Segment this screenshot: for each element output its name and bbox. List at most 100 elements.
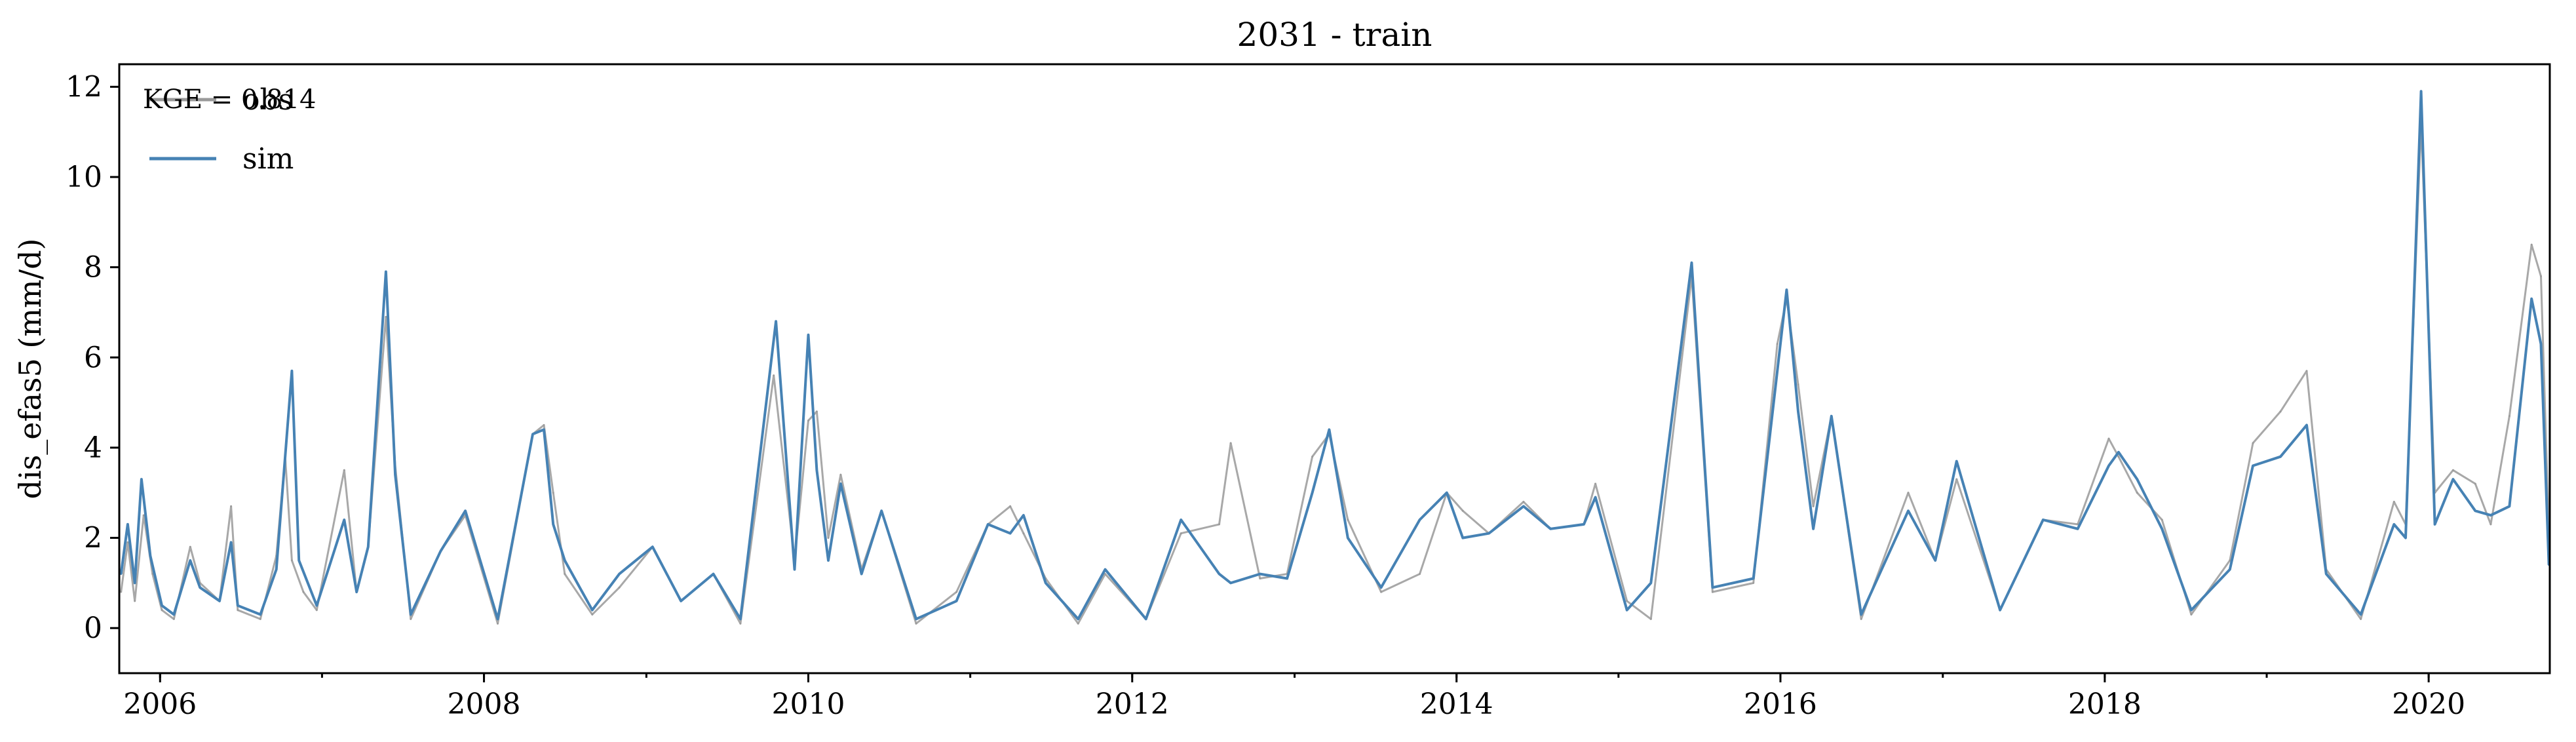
- obs-point: [2136, 492, 2138, 494]
- sim-point: [1522, 505, 1525, 507]
- sim-point: [120, 573, 123, 576]
- sim-point: [2508, 505, 2510, 507]
- obs-point: [839, 473, 842, 476]
- sim-point: [439, 550, 442, 553]
- obs-point: [955, 591, 958, 593]
- sim-point: [1077, 617, 1079, 620]
- obs-point: [126, 541, 129, 543]
- sim-point: [1045, 581, 1047, 584]
- sim-point: [2279, 456, 2282, 458]
- obs-point: [2229, 559, 2231, 562]
- sim-point: [1488, 532, 1490, 535]
- sim-point: [618, 573, 621, 576]
- x-tick-label: 2010: [772, 688, 845, 721]
- sim-point: [2305, 424, 2308, 426]
- sim-point: [1380, 586, 1383, 589]
- obs-point: [315, 609, 318, 612]
- sim-point: [1860, 614, 1862, 615]
- sim-point: [126, 523, 129, 526]
- sim-point: [1626, 609, 1628, 612]
- sim-point: [543, 428, 545, 431]
- x-axis: 2006 2008 2010 2012 2014 2016 2018 2020: [123, 673, 2465, 721]
- obs-point: [1104, 573, 1106, 576]
- sim-point: [172, 614, 175, 615]
- obs-point: [2530, 243, 2533, 246]
- obs-point: [302, 591, 305, 593]
- sim-point: [1934, 559, 1936, 562]
- sim-point: [2136, 478, 2138, 480]
- sim-point: [591, 609, 594, 612]
- y-tick-label: 6: [84, 341, 102, 374]
- sim-point: [1999, 609, 2001, 612]
- sim-point: [1180, 518, 1182, 521]
- y-tick-label: 0: [84, 612, 102, 645]
- obs-point: [1626, 600, 1628, 602]
- obs-point: [773, 374, 775, 377]
- obs-point: [815, 410, 818, 413]
- sim-point: [343, 518, 345, 521]
- obs-point: [2190, 614, 2193, 615]
- sim-point: [2042, 518, 2045, 521]
- sim-point: [1347, 537, 1349, 539]
- sim-point: [2393, 523, 2395, 526]
- y-tick-label: 2: [84, 522, 102, 555]
- obs-point: [2393, 501, 2395, 503]
- x-tick-label: 2012: [1096, 688, 1169, 721]
- sim-point: [1259, 573, 1261, 576]
- sim-point: [275, 568, 278, 571]
- sim-point: [1907, 509, 1910, 512]
- sim-point: [807, 334, 809, 336]
- obs-point: [2252, 442, 2254, 444]
- sim-point: [385, 271, 387, 273]
- plot-area: [119, 90, 2550, 625]
- obs-point: [134, 600, 136, 602]
- sim-point: [2252, 465, 2254, 467]
- obs-point: [1347, 518, 1349, 521]
- sim-point: [860, 573, 863, 576]
- sim-point: [775, 320, 777, 322]
- sim-point: [839, 482, 842, 485]
- sim-point: [1830, 415, 1833, 418]
- obs-point: [1218, 523, 1220, 526]
- obs-point: [618, 586, 621, 589]
- obs-point: [552, 492, 554, 494]
- sim-point: [1549, 528, 1552, 530]
- sim-point: [1145, 617, 1147, 620]
- sim-point: [140, 478, 143, 480]
- sim-point: [1446, 492, 1448, 494]
- x-tick-label: 2018: [2068, 688, 2142, 721]
- sim-point: [739, 617, 742, 620]
- sim-point: [2540, 343, 2542, 345]
- obs-point: [2107, 437, 2110, 440]
- sim-point: [218, 600, 221, 602]
- sim-point: [410, 614, 412, 615]
- y-tick-label: 8: [84, 251, 102, 284]
- sim-point: [2451, 478, 2454, 480]
- obs-point: [189, 545, 191, 548]
- sim-point: [2404, 537, 2407, 539]
- sim-point: [2420, 90, 2423, 92]
- sim-point: [1461, 537, 1464, 539]
- obs-series: [120, 122, 2550, 625]
- sim-point: [1022, 514, 1025, 517]
- sim-point: [2117, 451, 2120, 454]
- obs-point: [1907, 492, 1910, 494]
- sim-point: [1785, 288, 1788, 291]
- legend-sim-label: sim: [242, 142, 294, 176]
- sim-point: [531, 433, 534, 435]
- obs-point: [2161, 518, 2163, 521]
- sim-point: [230, 541, 233, 543]
- y-tick-label: 4: [84, 431, 102, 465]
- obs-point: [1229, 442, 1232, 444]
- sim-point: [2325, 573, 2328, 576]
- obs-point: [1649, 617, 1652, 620]
- sim-point: [2190, 609, 2193, 612]
- sim-point: [1711, 586, 1714, 589]
- plot-frame: [118, 63, 2551, 674]
- obs-point: [259, 617, 261, 620]
- y-tick-label: 10: [66, 161, 102, 194]
- obs-point: [2451, 469, 2454, 471]
- obs-point: [564, 573, 566, 576]
- x-tick-label: 2020: [2392, 688, 2465, 721]
